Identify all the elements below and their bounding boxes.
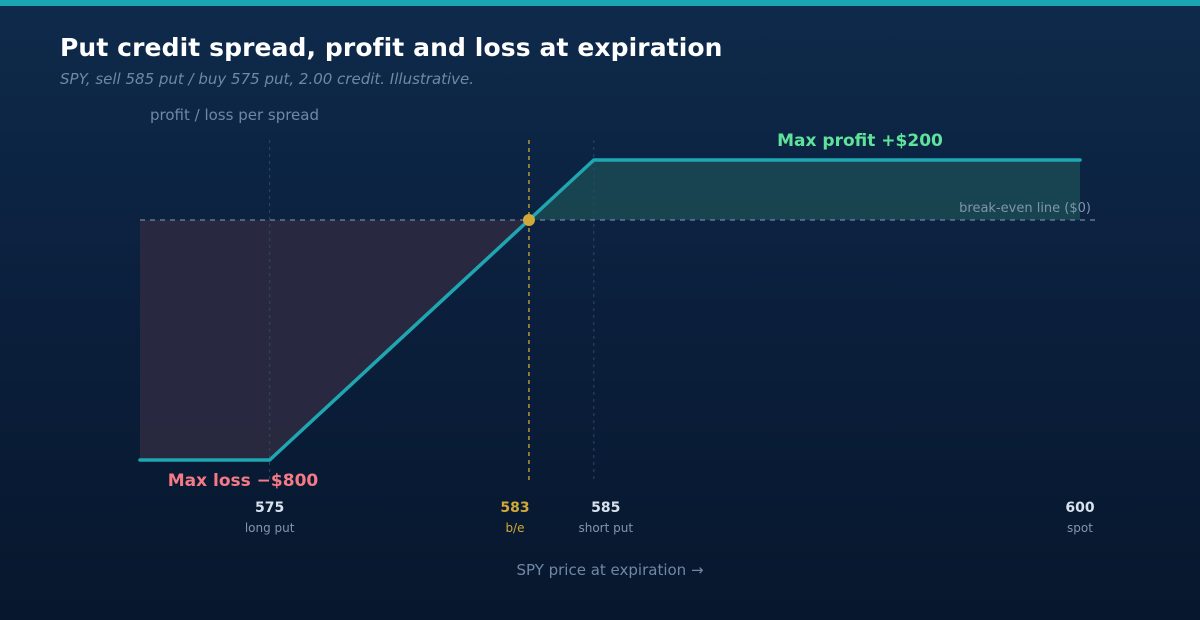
x-tick-sublabel-600: spot bbox=[1067, 521, 1093, 535]
x-tick-label-600: 600 bbox=[1065, 500, 1094, 516]
x-tick-label-583: 583 bbox=[500, 500, 529, 516]
top-accent-bar bbox=[0, 0, 1200, 6]
profit-region-fill bbox=[528, 160, 1080, 220]
x-tick-sublabel-583: b/e bbox=[505, 521, 524, 535]
breakeven-point bbox=[522, 214, 535, 226]
loss-region-fill bbox=[140, 220, 529, 460]
chart-title: Put credit spread, profit and loss at ex… bbox=[60, 33, 723, 62]
x-tick-label-575: 575 bbox=[255, 500, 284, 516]
x-tick-label-585: 585 bbox=[591, 500, 620, 516]
x-tick-sublabel-575: long put bbox=[245, 521, 295, 535]
x-axis-label: SPY price at expiration → bbox=[516, 561, 703, 579]
max-profit-label: Max profit +$200 bbox=[777, 131, 943, 151]
chart-subtitle: SPY, sell 585 put / buy 575 put, 2.00 cr… bbox=[60, 70, 475, 88]
zero-line-label: break-even line ($0) bbox=[959, 201, 1091, 216]
y-axis-label: profit / loss per spread bbox=[150, 106, 319, 124]
max-loss-label: Max loss −$800 bbox=[168, 471, 319, 491]
x-tick-sublabel-585: short put bbox=[578, 521, 633, 535]
